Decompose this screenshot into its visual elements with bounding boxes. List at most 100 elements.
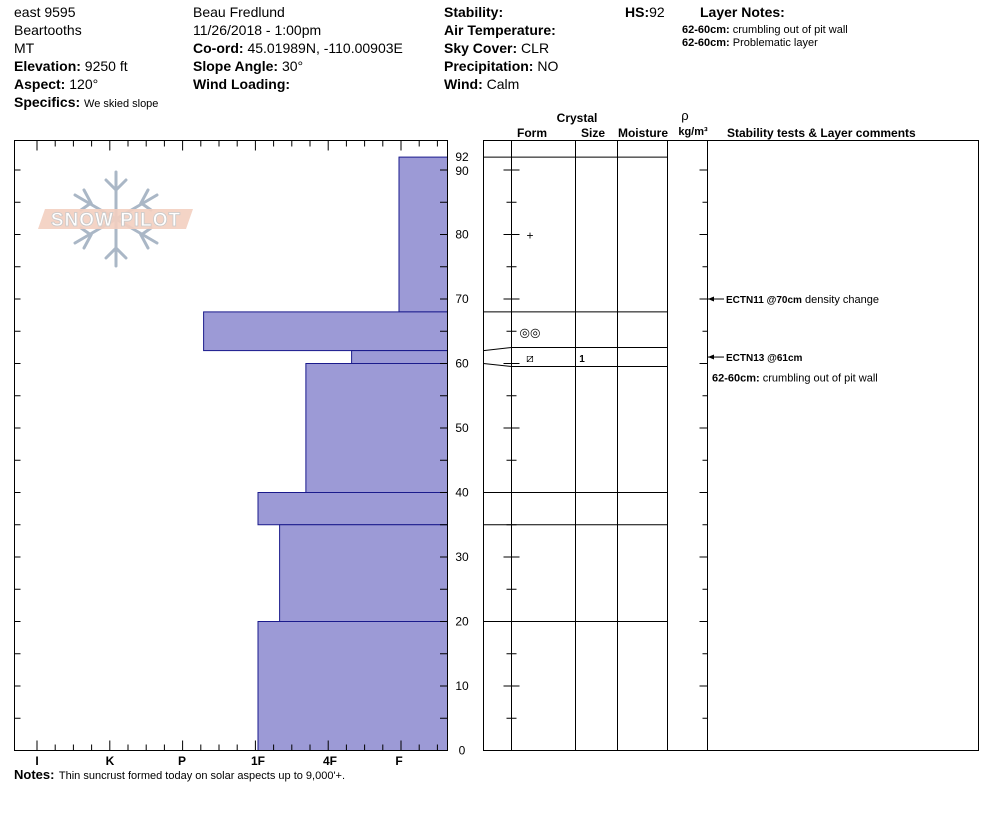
- elevation-label: Elevation:: [14, 58, 81, 74]
- depth-label: 40: [455, 486, 469, 500]
- precipitation-field: Precipitation: NO: [444, 57, 558, 75]
- depth-label: 0: [459, 744, 466, 758]
- coord-field: Co-ord: 45.01989N, -110.00903E: [193, 39, 403, 57]
- form-header: Form: [517, 126, 547, 140]
- crystal-header: Crystal: [557, 111, 598, 125]
- grain-form-symbol: +: [526, 229, 533, 243]
- wind-value: Calm: [486, 76, 520, 92]
- left-depth-ticks: [14, 169, 21, 719]
- stability-tests: ECTN11 @70cm density change ECTN13 @61cm 6…: [708, 294, 879, 385]
- coord-value: 45.01989N, -110.00903E: [247, 40, 403, 56]
- depth-label: 80: [455, 228, 469, 242]
- slope-angle-field: Slope Angle: 30°: [193, 57, 303, 75]
- layer-comment-text: crumbling out of pit wall: [763, 373, 878, 385]
- depth-label: 70: [455, 292, 469, 306]
- wind-label: Wind:: [444, 76, 483, 92]
- wind-loading-label: Wind Loading:: [193, 76, 291, 92]
- layer-note: 62-60cm: Problematic layer: [682, 37, 818, 50]
- stability-field: Stability:: [444, 3, 503, 21]
- layer-boundaries: [483, 156, 668, 622]
- state: MT: [14, 40, 35, 56]
- depth-label: 92: [455, 150, 469, 164]
- hardness-tick-label: F: [395, 754, 402, 768]
- grain-forms: + ◎◎ ⧄ 1: [520, 229, 586, 366]
- specifics-field: Specifics: We skied slope: [14, 93, 158, 113]
- test-arrow-head: [708, 296, 714, 302]
- hardness-tick-label: 4F: [323, 754, 337, 768]
- sky-cover-value: CLR: [521, 40, 550, 56]
- hs-label: HS:: [625, 4, 650, 20]
- hardness-plot-frame: [14, 140, 448, 751]
- layer-comment-range: 62-60cm:: [712, 373, 763, 385]
- hardness-bar: [279, 524, 448, 622]
- snowpilot-logo: SNOW PILOT: [38, 170, 193, 268]
- moisture-header: Moisture: [618, 126, 668, 140]
- hardness-bar: [257, 621, 448, 751]
- layer-notes-title: Layer Notes:: [700, 4, 785, 20]
- test-arrow-head: [708, 354, 714, 360]
- stability-test-code: ECTN13 @61cm: [726, 353, 803, 364]
- rho-header: ρ: [681, 108, 688, 123]
- grain-form-symbol: ◎◎: [520, 325, 541, 339]
- layer-connector: [483, 347, 512, 352]
- notes-label: Notes:: [14, 767, 55, 782]
- notes-text: Thin suncrust formed today on solar aspe…: [58, 770, 346, 782]
- depth-label: 50: [455, 421, 469, 435]
- stability-comments-header: Stability tests & Layer comments: [727, 126, 916, 140]
- specifics-label: Specifics:: [14, 94, 81, 110]
- hardness-axis-labels: I K P 1F 4F F: [35, 754, 402, 768]
- air-temperature-label: Air Temperature:: [444, 22, 556, 38]
- density-unit-header: kg/m³: [678, 126, 708, 138]
- aspect-value: 120°: [69, 76, 99, 92]
- stability-test: ECTN13 @61cm: [726, 353, 803, 364]
- layer-note-range: 62-60cm:: [682, 24, 730, 36]
- stability-test: ECTN11 @70cm density change: [726, 294, 879, 306]
- hardness-bar: [203, 311, 448, 352]
- stability-test-comment: density change: [802, 294, 879, 306]
- hardness-bar: [351, 350, 449, 365]
- hardness-tick-label: K: [106, 754, 115, 768]
- observer-name: Beau Fredlund: [193, 4, 285, 20]
- hardness-bottom-ticks: [36, 740, 438, 751]
- size-header: Size: [581, 126, 605, 140]
- notes-section: Notes: Thin suncrust formed today on sol…: [14, 766, 345, 784]
- depth-label: 90: [455, 164, 469, 178]
- hardness-bar: [305, 363, 448, 493]
- aspect-field: Aspect: 120°: [14, 75, 98, 93]
- layer-connector: [483, 363, 512, 367]
- layer-note-text: crumbling out of pit wall: [732, 24, 848, 36]
- hardness-top-ticks: [36, 140, 438, 151]
- wind-loading-field: Wind Loading:: [193, 75, 290, 93]
- air-temperature-field: Air Temperature:: [444, 21, 556, 39]
- sky-cover-field: Sky Cover: CLR: [444, 39, 549, 57]
- hardness-bar: [398, 156, 448, 313]
- hs-field: HS:92: [625, 3, 665, 21]
- precipitation-value: NO: [537, 58, 559, 74]
- layer-note-text: Problematic layer: [732, 37, 818, 49]
- coord-label: Co-ord:: [193, 40, 244, 56]
- mountain-range: Beartooths: [14, 22, 82, 38]
- logo-wordmark: SNOW PILOT: [51, 210, 181, 231]
- depth-label: 60: [455, 357, 469, 371]
- hardness-tick-label: I: [35, 754, 38, 768]
- layer-comment: 62-60cm: crumbling out of pit wall: [712, 373, 878, 385]
- layer-note: 62-60cm: crumbling out of pit wall: [682, 24, 848, 37]
- layer-table-frame: [483, 140, 979, 751]
- specifics-value: We skied slope: [84, 98, 159, 110]
- depth-label: 30: [455, 550, 469, 564]
- hardness-tick-label: 1F: [251, 754, 265, 768]
- location-name: east 9595: [14, 4, 76, 20]
- elevation-field: Elevation: 9250 ft: [14, 57, 128, 75]
- stability-test-code: ECTN11 @70cm: [726, 295, 802, 306]
- wind-field: Wind: Calm: [444, 75, 519, 93]
- hardness-tick-label: P: [178, 754, 186, 768]
- depth-label: 10: [455, 679, 469, 693]
- hardness-bars: [203, 156, 449, 751]
- grain-size-value: 1: [579, 354, 585, 365]
- grain-form-symbol: ⧄: [526, 351, 534, 365]
- precipitation-label: Precipitation:: [444, 58, 534, 74]
- observation-datetime: 11/26/2018 - 1:00pm: [193, 22, 322, 38]
- aspect-label: Aspect:: [14, 76, 66, 92]
- depth-label: 20: [455, 615, 469, 629]
